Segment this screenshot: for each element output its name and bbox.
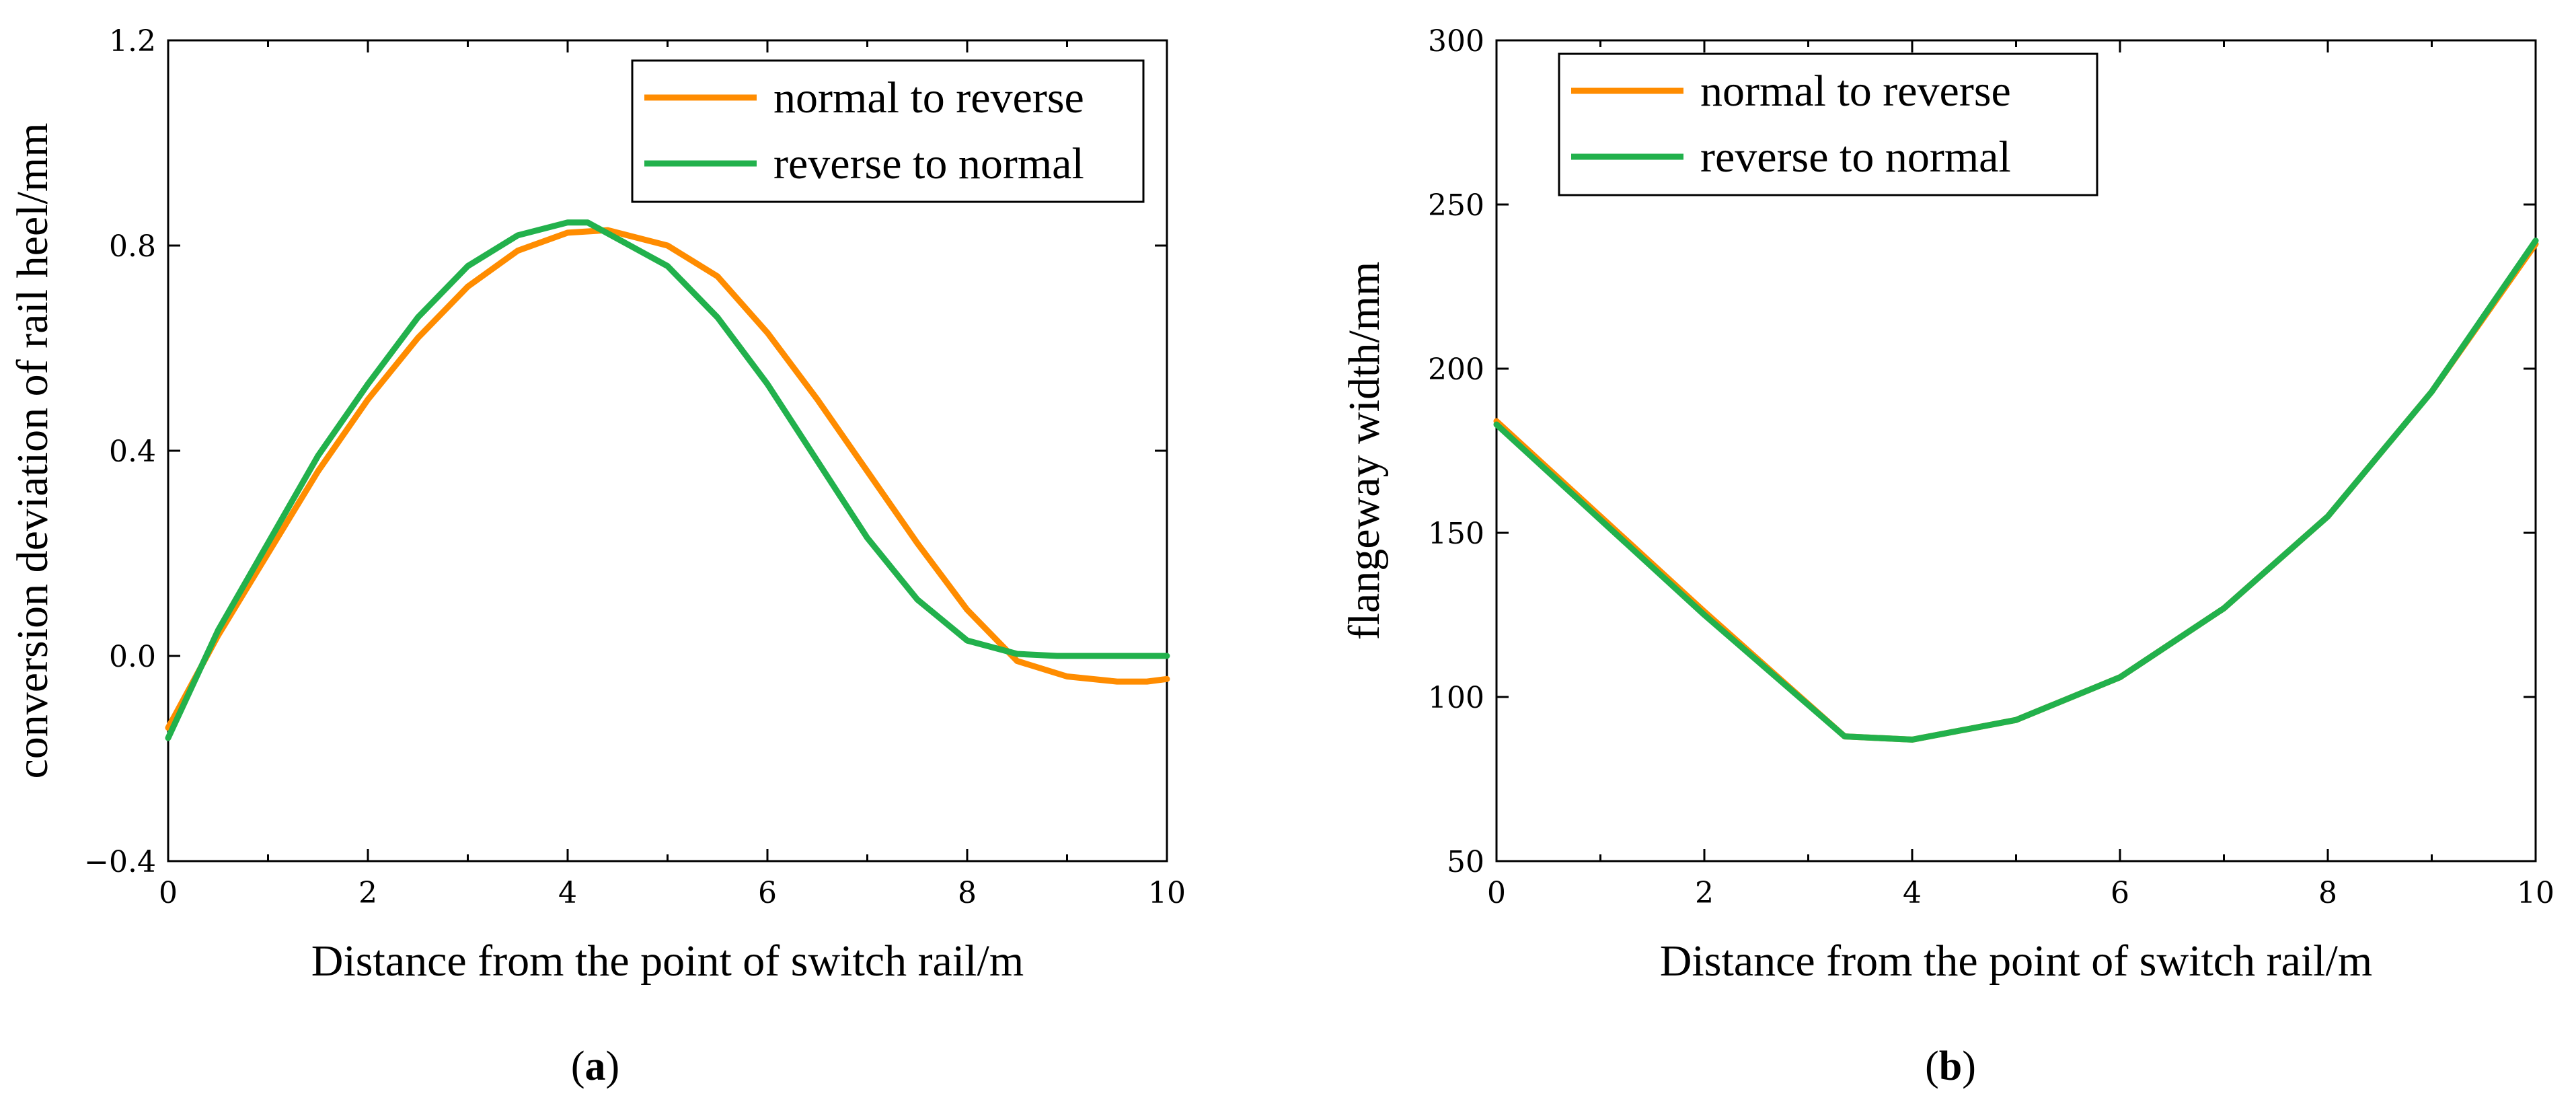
y-tick-label: 150 — [1428, 517, 1484, 551]
series-line-reverse-to-normal — [165, 219, 1170, 741]
x-tick-label: 6 — [758, 876, 777, 910]
y-tick-label: 250 — [1428, 188, 1484, 223]
y-tick-label: 0.8 — [109, 229, 156, 264]
x-tick-label: 2 — [358, 876, 377, 910]
panel-caption: (a) — [571, 1043, 619, 1089]
y-tick-label: 100 — [1428, 681, 1484, 715]
x-tick-label: 8 — [958, 876, 977, 910]
y-tick-label: 300 — [1428, 24, 1484, 59]
x-tick-label: 10 — [2517, 876, 2554, 910]
x-axis-label: Distance from the point of switch rail/m — [311, 936, 1024, 986]
y-tick-label: 200 — [1428, 353, 1484, 387]
series-line-normal-to-reverse — [1493, 241, 2539, 743]
chart-panel-b: 0 2 4 6 8 10 50 100 150 200 250 300 Distance from th… — [1340, 24, 2554, 1089]
legend-entry-label: reverse to normal — [773, 139, 1084, 188]
series-line-reverse-to-normal — [1493, 237, 2539, 743]
series-line-normal-to-reverse — [165, 227, 1170, 731]
y-tick-label: 1.2 — [109, 24, 156, 59]
x-axis-label: Distance from the point of switch rail/m — [1660, 936, 2372, 986]
x-tick-label: 0 — [159, 876, 178, 910]
chart-panel-a: 0 2 4 6 8 10 −0.4 0.0 0.4 0.8 1.2 Distance from the… — [8, 24, 1186, 1089]
legend-entry-label: reverse to normal — [1700, 133, 2011, 182]
y-axis-label: conversion deviation of rail heel/mm — [8, 122, 57, 778]
y-axis-label: flangeway width/mm — [1340, 262, 1389, 640]
y-tick-label: −0.4 — [84, 845, 156, 879]
legend-entry-label: normal to reverse — [1700, 67, 2011, 116]
x-tick-label: 6 — [2111, 876, 2129, 910]
legend-box — [1558, 52, 2098, 196]
panel-letter: b — [1939, 1043, 1962, 1089]
x-tick-label: 8 — [2318, 876, 2337, 910]
panel-letter: a — [585, 1043, 606, 1089]
legend: normal to reverse reverse to normal — [631, 59, 1145, 203]
x-tick-label: 4 — [1903, 876, 1922, 910]
legend-entry-label: normal to reverse — [773, 73, 1084, 122]
x-tick-label: 0 — [1487, 876, 1506, 910]
legend: normal to reverse reverse to normal — [1558, 52, 2098, 196]
x-tick-label: 10 — [1148, 876, 1186, 910]
panel-caption: (b) — [1925, 1043, 1976, 1089]
y-tick-label: 0.4 — [109, 435, 156, 469]
x-tick-label: 2 — [1695, 876, 1714, 910]
y-tick-label: 50 — [1447, 845, 1484, 879]
legend-box — [631, 59, 1145, 203]
x-tick-label: 4 — [558, 876, 577, 910]
y-tick-label: 0.0 — [109, 640, 156, 674]
